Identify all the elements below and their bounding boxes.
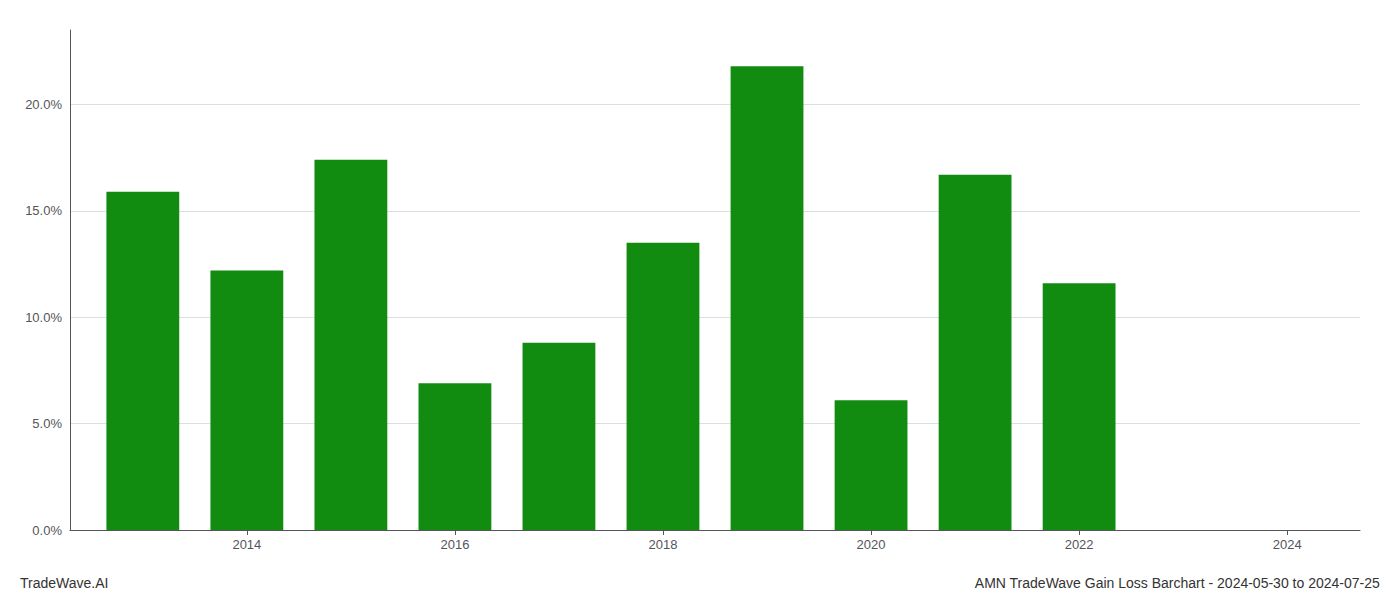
svg-text:2016: 2016 <box>440 537 469 552</box>
svg-text:0.0%: 0.0% <box>32 523 62 538</box>
svg-text:2020: 2020 <box>857 537 886 552</box>
svg-text:2014: 2014 <box>232 537 261 552</box>
svg-text:2024: 2024 <box>1273 537 1302 552</box>
svg-text:5.0%: 5.0% <box>32 416 62 431</box>
svg-text:2018: 2018 <box>649 537 678 552</box>
svg-text:20.0%: 20.0% <box>25 97 62 112</box>
svg-text:2022: 2022 <box>1065 537 1094 552</box>
svg-text:TradeWave.AI: TradeWave.AI <box>20 575 108 591</box>
svg-text:10.0%: 10.0% <box>25 310 62 325</box>
svg-text:15.0%: 15.0% <box>25 203 62 218</box>
svg-text:AMN TradeWave Gain Loss Barcha: AMN TradeWave Gain Loss Barchart - 2024-… <box>975 575 1380 591</box>
